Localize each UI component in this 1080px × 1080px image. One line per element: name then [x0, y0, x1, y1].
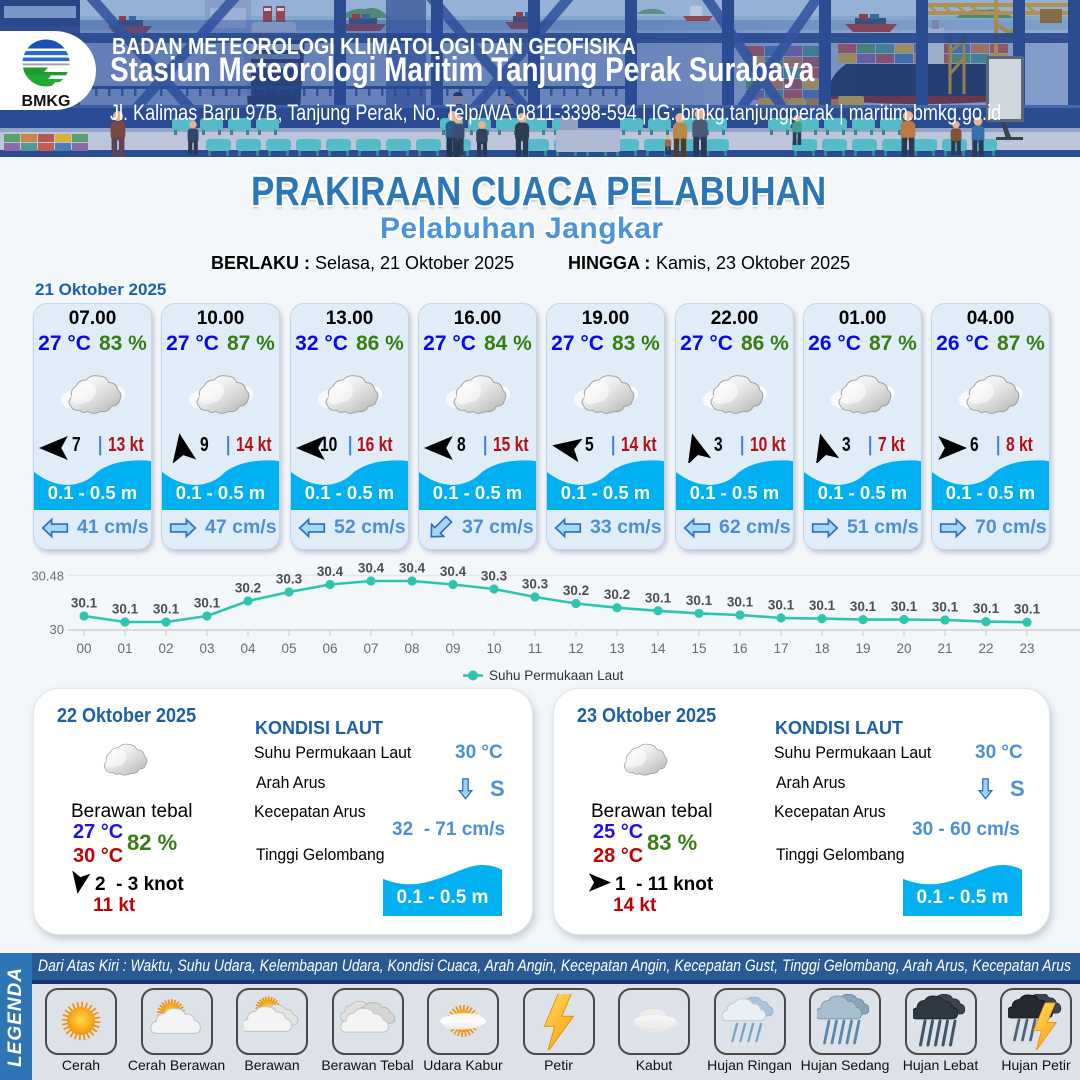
svg-text:30.1: 30.1: [645, 590, 672, 605]
svg-text:03: 03: [199, 641, 214, 656]
svg-text:30.3: 30.3: [481, 569, 508, 584]
svg-text:19: 19: [855, 641, 870, 656]
svg-text:18: 18: [814, 641, 829, 656]
svg-text:11: 11: [528, 641, 542, 656]
svg-text:20: 20: [896, 641, 911, 656]
svg-text:30.1: 30.1: [112, 602, 139, 617]
svg-text:30.4: 30.4: [399, 561, 426, 576]
svg-text:12: 12: [568, 641, 583, 656]
svg-text:09: 09: [445, 641, 460, 656]
svg-text:Suhu Permukaan Laut: Suhu Permukaan Laut: [489, 668, 624, 683]
svg-text:30.2: 30.2: [604, 587, 630, 602]
svg-text:30.1: 30.1: [850, 599, 877, 614]
svg-text:21: 21: [937, 641, 952, 656]
svg-text:15: 15: [691, 641, 706, 656]
svg-text:14: 14: [650, 641, 666, 656]
svg-text:30.1: 30.1: [727, 595, 754, 610]
svg-text:30.2: 30.2: [235, 581, 261, 596]
svg-text:05: 05: [281, 641, 296, 656]
svg-text:30.1: 30.1: [891, 599, 918, 614]
svg-text:07: 07: [363, 641, 378, 656]
svg-text:30.1: 30.1: [768, 598, 795, 613]
svg-text:30.1: 30.1: [1014, 602, 1041, 617]
svg-text:BMKG: BMKG: [22, 93, 71, 109]
svg-text:16: 16: [732, 641, 747, 656]
svg-text:30.48: 30.48: [31, 569, 64, 584]
svg-text:30.1: 30.1: [973, 601, 1000, 616]
svg-text:30.1: 30.1: [809, 598, 836, 613]
svg-text:30.3: 30.3: [276, 572, 303, 587]
svg-text:17: 17: [773, 641, 788, 656]
svg-text:06: 06: [322, 641, 337, 656]
svg-text:30.4: 30.4: [440, 564, 467, 579]
svg-text:00: 00: [76, 641, 91, 656]
svg-text:30.1: 30.1: [153, 602, 180, 617]
svg-text:30.2: 30.2: [563, 583, 589, 598]
svg-text:02: 02: [158, 641, 173, 656]
svg-text:30.3: 30.3: [522, 577, 549, 592]
svg-text:22: 22: [978, 641, 993, 656]
svg-text:01: 01: [117, 641, 132, 656]
svg-text:30.1: 30.1: [932, 600, 959, 615]
svg-text:13: 13: [609, 641, 624, 656]
svg-text:30.1: 30.1: [194, 596, 221, 611]
svg-text:30.1: 30.1: [686, 593, 713, 608]
svg-text:08: 08: [404, 641, 419, 656]
svg-text:30: 30: [50, 622, 64, 637]
svg-text:30.4: 30.4: [358, 561, 385, 576]
svg-text:30.4: 30.4: [317, 564, 344, 579]
svg-text:10: 10: [486, 641, 501, 656]
svg-text:23: 23: [1019, 641, 1034, 656]
svg-text:30.1: 30.1: [71, 596, 98, 611]
svg-text:04: 04: [240, 641, 256, 656]
